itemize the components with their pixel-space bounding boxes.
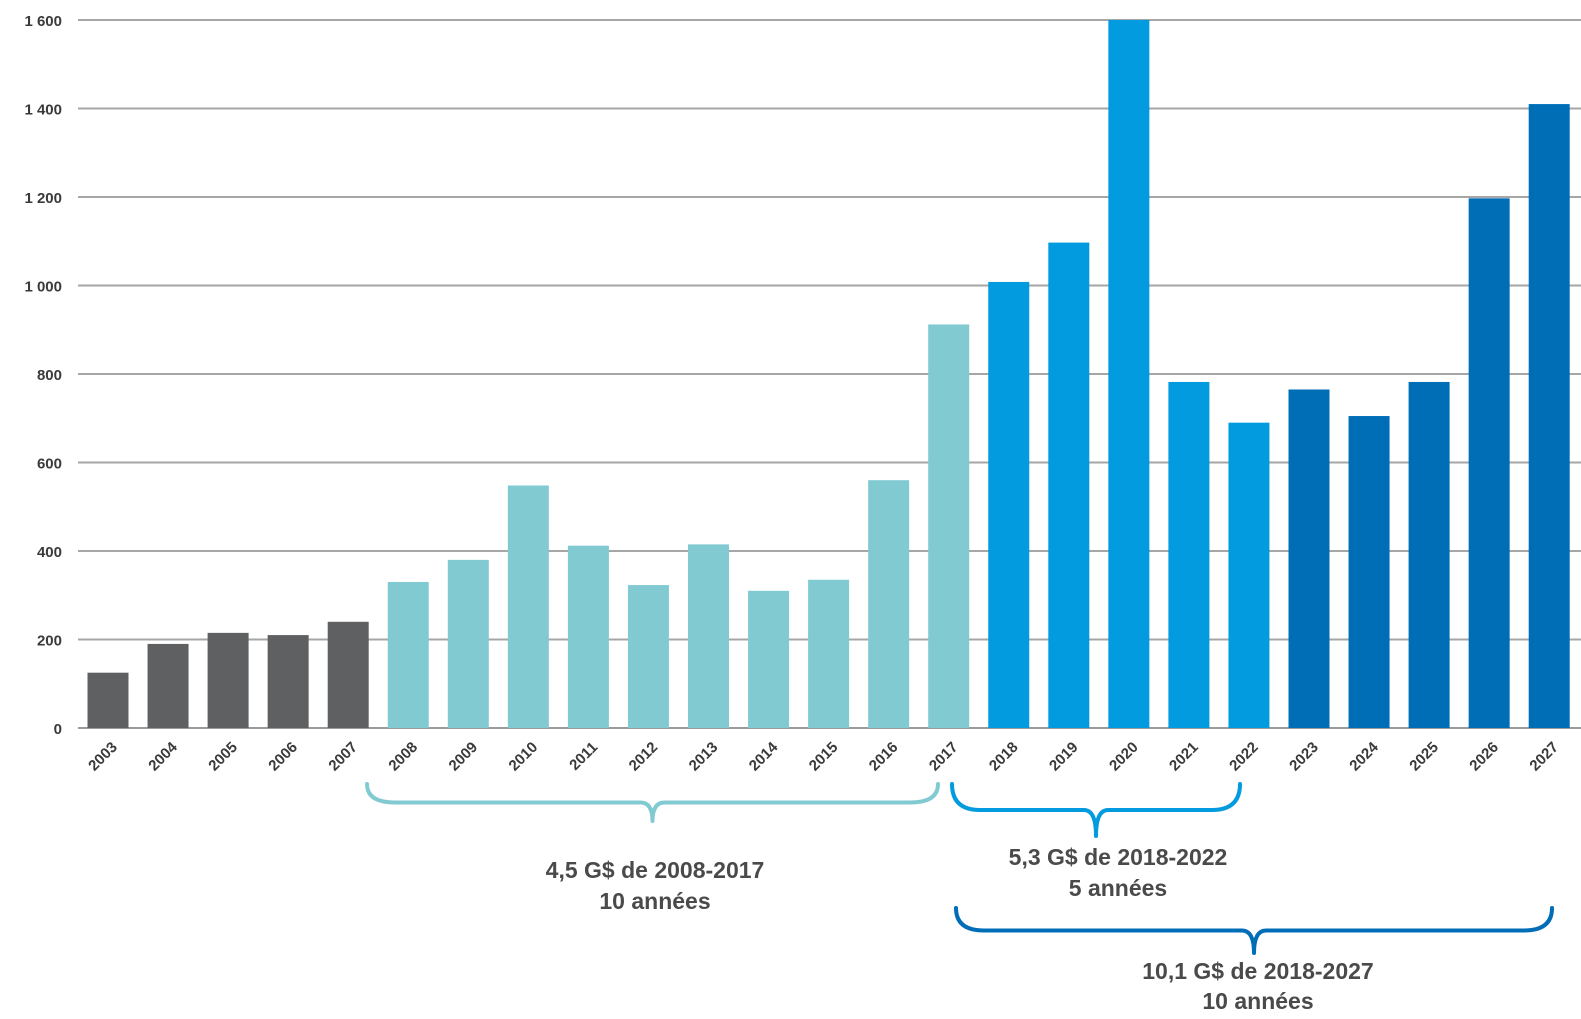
y-tick-label: 1 400: [24, 102, 62, 119]
x-tick-label: 2004: [145, 738, 181, 774]
bar-2013: [688, 544, 729, 728]
bar-2026: [1468, 198, 1510, 728]
y-tick-label: 1 000: [24, 279, 62, 296]
bar-2005: [207, 632, 249, 728]
bar-2010: [507, 485, 549, 728]
x-tick-label: 2015: [806, 739, 842, 775]
brace-2: [950, 782, 1242, 838]
x-tick-label: 2009: [446, 739, 482, 775]
bar-2007: [327, 621, 369, 728]
x-tick-label: 2027: [1526, 739, 1562, 775]
bar-2009: [447, 559, 489, 728]
bar-2025: [1408, 381, 1450, 728]
y-axis-ticks: 0 200 400 600 800 1 000 1 200 1 400 1 600: [24, 13, 62, 738]
brace-3: [954, 906, 1554, 955]
bar-2012: [627, 585, 669, 728]
x-tick-label: 2019: [1046, 739, 1082, 775]
bar-2019: [1048, 242, 1090, 728]
bar-2020: [1108, 20, 1150, 728]
x-tick-label: 2026: [1466, 739, 1502, 775]
y-tick-label: 400: [37, 544, 62, 561]
bar-2027: [1528, 104, 1570, 728]
bar-2003: [87, 672, 129, 728]
x-tick-label: 2020: [1106, 739, 1142, 775]
bar-2011: [567, 545, 609, 728]
x-tick-label: 2008: [385, 739, 421, 775]
annotation-amount: 10,1 G$ de 2018-2027: [1142, 958, 1373, 984]
x-tick-label: 2010: [506, 739, 542, 775]
bars: [87, 20, 1570, 728]
brace-1: [365, 782, 940, 823]
x-tick-label: 2013: [686, 739, 722, 775]
y-tick-label: 200: [37, 633, 62, 650]
x-tick-label: 2023: [1286, 739, 1322, 775]
y-tick-label: 1 200: [24, 190, 62, 207]
bar-2024: [1348, 416, 1390, 728]
bar-2006: [267, 635, 309, 728]
y-tick-label: 0: [54, 721, 62, 738]
annotation-amount: 5,3 G$ de 2018-2022: [1009, 844, 1228, 870]
x-tick-label: 2021: [1166, 739, 1202, 775]
annotation-amount: 4,5 G$ de 2008-2017: [546, 857, 765, 883]
x-axis-ticks: 2003 2004 2005 2006 2007 2008 2009 2010 2011 2012…: [85, 738, 1562, 774]
bar-2017: [928, 324, 970, 728]
bar-2014: [748, 590, 790, 728]
x-tick-label: 2012: [626, 739, 662, 775]
x-tick-label: 2024: [1346, 738, 1382, 774]
bar-2015: [808, 579, 850, 728]
bar-2021: [1168, 381, 1210, 728]
x-tick-label: 2022: [1226, 739, 1262, 775]
x-tick-label: 2014: [746, 738, 782, 774]
x-tick-label: 2003: [85, 739, 121, 775]
annotation-years: 5 années: [1069, 875, 1167, 901]
bar-2004: [147, 643, 189, 728]
annotations: 4,5 G$ de 2008-2017 10 années 5,3 G$ de 20…: [365, 782, 1554, 1014]
x-tick-label: 2007: [325, 739, 361, 775]
x-tick-label: 2018: [986, 739, 1022, 775]
x-tick-label: 2017: [926, 739, 962, 775]
annotation-years: 10 années: [1202, 988, 1313, 1014]
x-tick-label: 2025: [1406, 739, 1442, 775]
bar-2022: [1228, 422, 1270, 728]
bar-2016: [868, 480, 910, 728]
annotation-years: 10 années: [599, 888, 710, 914]
y-tick-label: 1 600: [24, 13, 62, 30]
bar-2008: [387, 581, 429, 728]
x-tick-label: 2016: [866, 739, 902, 775]
bar-2018: [988, 281, 1030, 728]
x-tick-label: 2005: [205, 739, 241, 775]
x-tick-label: 2011: [566, 739, 601, 774]
y-tick-label: 600: [37, 456, 62, 473]
x-tick-label: 2006: [265, 739, 301, 775]
bar-2023: [1288, 389, 1330, 728]
y-tick-label: 800: [37, 367, 62, 384]
